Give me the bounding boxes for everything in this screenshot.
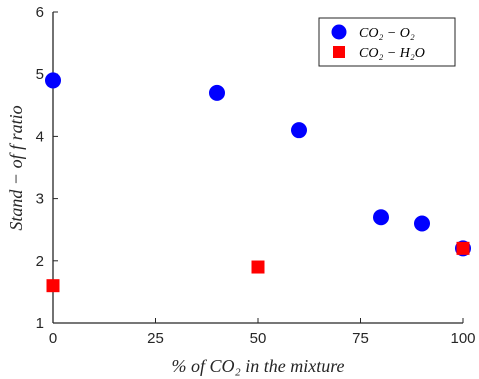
point-series-0 xyxy=(209,85,225,101)
point-series-0 xyxy=(414,215,430,231)
data-points xyxy=(45,72,471,292)
point-series-1 xyxy=(457,242,470,255)
y-tick-label: 6 xyxy=(36,4,44,21)
x-axis-label: % of CO₂ in the mixture xyxy=(171,356,344,376)
y-tick-label: 5 xyxy=(36,66,44,83)
point-series-0 xyxy=(373,209,389,225)
x-tick-label: 75 xyxy=(352,330,369,347)
legend-label-co2-o2: CO₂ − O₂ xyxy=(359,26,415,41)
y-axis-label: Stand − of f ratio xyxy=(6,105,26,230)
point-series-0 xyxy=(45,72,61,88)
x-tick-label: 25 xyxy=(147,330,164,347)
x-tick-label: 0 xyxy=(49,330,57,347)
y-tick-label: 3 xyxy=(36,191,44,208)
x-tick-label: 100 xyxy=(450,330,475,347)
point-series-1 xyxy=(47,279,60,292)
x-tick-label: 50 xyxy=(250,330,267,347)
legend-marker-co2-o2 xyxy=(332,25,347,40)
point-series-1 xyxy=(252,261,265,274)
y-tick-label: 2 xyxy=(36,253,44,270)
legend-marker-co2-h2o xyxy=(333,46,345,58)
point-series-0 xyxy=(291,122,307,138)
legend: CO₂ − O₂ CO₂ − H₂O xyxy=(319,18,455,66)
y-tick-label: 1 xyxy=(36,315,44,332)
legend-label-co2-h2o: CO₂ − H₂O xyxy=(359,46,425,61)
y-tick-label: 4 xyxy=(36,128,44,145)
